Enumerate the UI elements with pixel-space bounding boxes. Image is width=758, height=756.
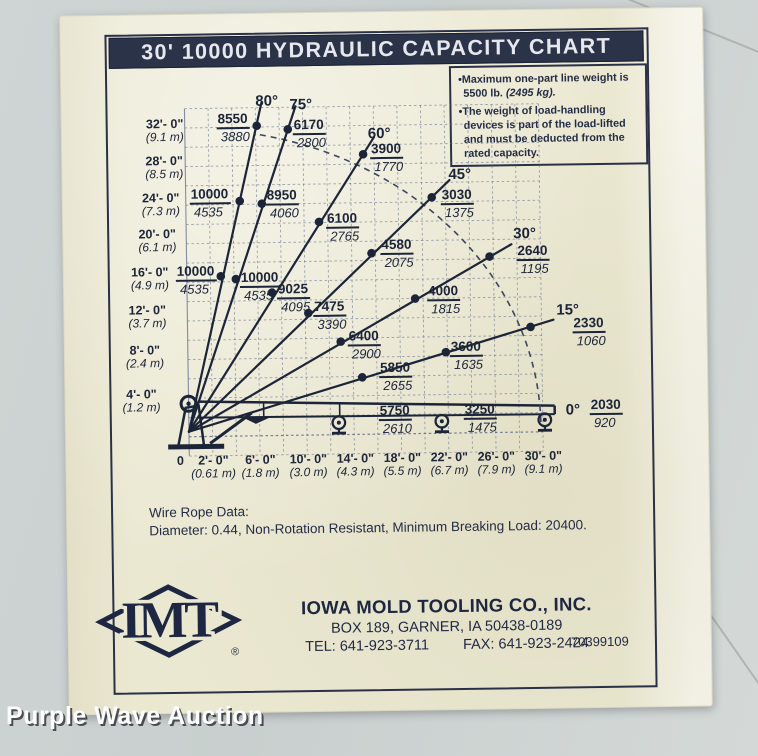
capacity-dot: [257, 199, 267, 209]
grid-line: [189, 450, 544, 457]
capacity-dot: [367, 248, 376, 258]
auction-watermark: Purple Wave Auction: [6, 702, 264, 730]
capacity-dot: [441, 347, 451, 357]
capacity-dot: [216, 271, 226, 281]
capacity-dot: [283, 125, 293, 134]
grid-line: [186, 219, 541, 225]
sticker-content: 30' 10000 HYDRAULIC CAPACITY CHART •Maxi…: [59, 7, 713, 716]
boom-angle-line: [187, 318, 555, 433]
grid-line: [185, 180, 540, 187]
company-name: IOWA MOLD TOOLING CO., INC.: [300, 593, 592, 619]
grid-line: [183, 108, 190, 456]
grid-line: [514, 104, 521, 452]
capacity-chart-plot: [168, 101, 557, 457]
grid-line: [467, 104, 473, 452]
hook-sheave-icon: [439, 419, 444, 424]
capacity-dot: [526, 322, 535, 332]
capacity-dot: [485, 252, 494, 261]
capacity-dot: [314, 217, 324, 227]
grid-line: [187, 296, 542, 303]
capacity-dot: [410, 294, 420, 303]
grid-line: [254, 107, 261, 455]
grid-line: [396, 105, 403, 453]
capacity-dot: [427, 193, 437, 202]
capacity-dot: [336, 337, 346, 346]
capacity-chart-sticker: 30' 10000 HYDRAULIC CAPACITY CHART •Maxi…: [59, 6, 713, 716]
company-tel: TEL: 641-923-3711: [305, 637, 430, 656]
imt-logo-text: IMT: [121, 591, 219, 649]
imt-logo: IMT ®: [95, 584, 243, 658]
capacity-dot: [235, 196, 245, 206]
grid-line: [184, 122, 539, 129]
grid-line: [443, 105, 450, 453]
imt-logo-diamond: [95, 584, 243, 658]
boom-angle-line: [187, 136, 375, 433]
capacity-dot: [358, 149, 368, 159]
capacity-dot: [252, 121, 262, 131]
capacity-dot: [357, 373, 367, 382]
grid-line: [490, 104, 497, 452]
grid-line: [278, 107, 285, 455]
wire-rope-data: Wire Rope Data: Diameter: 0.44, Non-Rota…: [149, 498, 587, 541]
crane-boom-illustration: [168, 394, 557, 450]
boom-angle-line: [187, 105, 297, 433]
hook-sheave-icon: [542, 417, 547, 422]
grid-line: [185, 161, 540, 168]
grid-line: [419, 105, 426, 453]
hook-sheave-icon: [336, 420, 341, 425]
part-number: 70399109: [570, 633, 629, 650]
grid-line: [207, 108, 214, 456]
boom-angle-line: [187, 243, 513, 433]
capacity-dot: [231, 274, 241, 284]
boom-angle-line: [187, 101, 263, 433]
grid-line: [349, 106, 355, 454]
grid-line: [325, 106, 332, 454]
grid-line: [372, 106, 379, 454]
boom-angle-line: [187, 178, 451, 433]
grid-line: [187, 315, 542, 322]
grid-line: [537, 103, 544, 451]
grid-line: [301, 107, 308, 455]
grid-line: [184, 103, 539, 110]
registered-trademark-icon: ®: [231, 646, 239, 658]
grid-line: [187, 354, 542, 361]
capacity-dot: [267, 288, 277, 297]
grid-line: [184, 141, 539, 148]
capacity-dot: [304, 308, 313, 318]
grid-line: [188, 392, 543, 399]
grid-line: [189, 431, 544, 438]
max-reach-arc: [259, 133, 542, 427]
grid-line: [186, 238, 541, 245]
